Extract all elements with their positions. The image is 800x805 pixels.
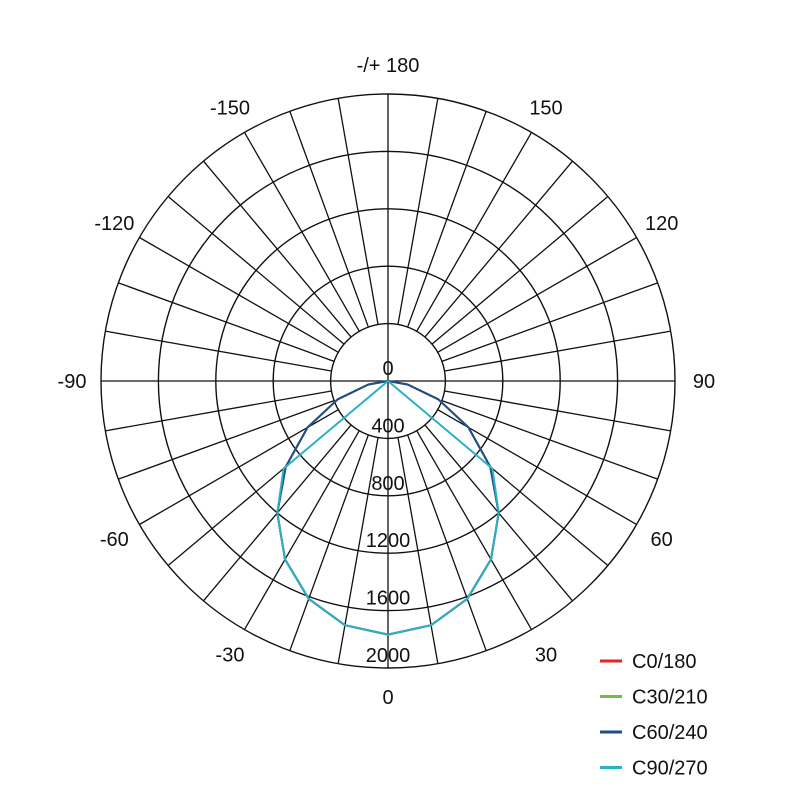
radial-tick-labels: 0 400 800 1200 1600 2000 [366,358,411,667]
spoke-190 [337,98,379,325]
legend: C0/180 C30/210 C60/240 C90/270 [600,651,708,780]
angle-label: -90 [58,371,87,393]
spoke-340 [289,434,369,651]
radial-tick-label: 1200 [366,530,411,552]
radial-tick-label: 0 [382,358,393,380]
angle-label: 0 [382,687,393,709]
series-line-C90-270 [276,380,500,636]
spoke-150 [416,132,533,332]
angle-label: -120 [94,213,134,235]
radial-tick-label: 1600 [366,588,411,610]
legend-item: C90/270 [600,758,708,780]
spoke-80 [444,390,671,432]
angle-label: 120 [645,213,678,235]
spoke-300 [139,409,339,526]
series-curves [276,380,500,636]
legend-label: C60/240 [632,722,708,744]
angle-label: -/+ 180 [357,55,420,77]
angle-label: -60 [100,529,129,551]
spoke-220 [203,160,352,338]
spoke-60 [437,409,637,526]
spoke-290 [118,400,335,480]
spoke-250 [118,282,335,362]
spoke-200 [289,111,369,328]
angle-label: 60 [651,529,673,551]
spoke-170 [397,98,439,325]
angle-label: 150 [529,97,562,119]
spoke-330 [243,430,360,630]
spoke-110 [441,282,658,362]
spoke-20 [407,434,487,651]
spoke-120 [437,236,637,353]
angle-label: -30 [216,645,245,667]
spoke-230 [167,196,345,345]
legend-label: C30/210 [632,687,708,709]
angle-label: -150 [210,97,250,119]
legend-item: C30/210 [600,687,708,709]
legend-label: C90/270 [632,758,708,780]
spoke-240 [139,236,339,353]
spoke-140 [424,160,573,338]
legend-label: C0/180 [632,651,697,673]
radial-tick-label: 800 [371,473,404,495]
radial-tick-label: 400 [371,415,404,437]
spoke-280 [105,390,332,432]
legend-item: C60/240 [600,722,708,744]
radial-tick-label: 2000 [366,645,411,667]
angle-label: 30 [535,645,557,667]
spoke-100 [444,330,671,372]
spoke-130 [431,196,609,345]
spoke-260 [105,330,332,372]
spoke-70 [441,400,658,480]
spoke-160 [407,111,487,328]
angle-labels: 0 30 60 90 120 150 -/+ 180 -150 -120 -90 -60 -30 [58,55,716,709]
legend-item: C0/180 [600,651,697,673]
angle-label: 90 [693,371,715,393]
spoke-210 [243,132,360,332]
spoke-30 [416,430,533,630]
